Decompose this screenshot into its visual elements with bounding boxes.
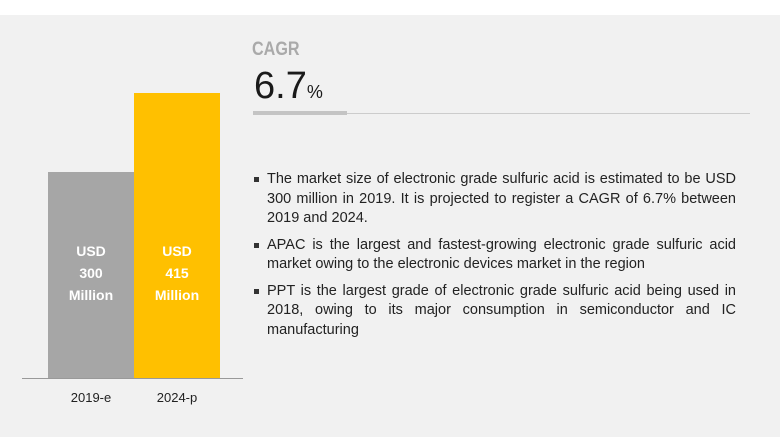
data-label-line: USD: [76, 243, 106, 259]
x-tick-label: 2024-p: [156, 390, 198, 405]
divider-accent: [253, 111, 347, 115]
x-tick-label: 2019-e: [70, 390, 112, 405]
bullet-item: PPT is the largest grade of electronic g…: [254, 282, 736, 341]
cagr-number: 6.7: [254, 65, 307, 107]
data-label-line: Million: [68, 287, 114, 303]
bar-data-label: USD 415 Million: [134, 240, 220, 306]
bullet-item: The market size of electronic grade sulf…: [254, 170, 736, 229]
cagr-value: 6.7%: [254, 65, 323, 108]
x-axis-line: [22, 378, 243, 379]
data-label-line: Million: [154, 287, 200, 303]
bullet-item: APAC is the largest and fastest-growing …: [254, 236, 736, 275]
infographic-panel: USD 300 Million 2019-e USD 415 Million 2024-p C…: [0, 15, 780, 437]
cagr-label: CAGR: [252, 39, 300, 60]
data-label-line: 415: [165, 265, 189, 281]
divider-line: [253, 113, 750, 114]
bar-2019-e: [48, 172, 134, 379]
bar-data-label: USD 300 Million: [48, 240, 134, 306]
bullet-list: The market size of electronic grade sulf…: [254, 170, 736, 347]
data-label-line: USD: [162, 243, 192, 259]
cagr-unit: %: [306, 82, 323, 102]
data-label-line: 300: [79, 265, 103, 281]
bar-2024-p: [134, 93, 220, 379]
